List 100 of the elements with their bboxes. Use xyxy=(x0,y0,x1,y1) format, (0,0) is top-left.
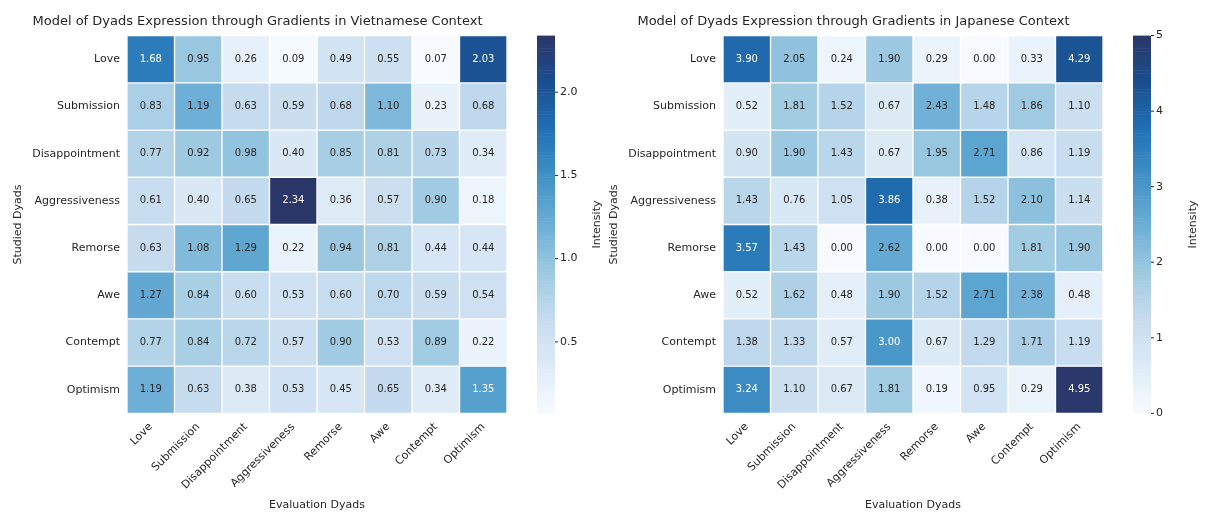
y-tick-label: Disappointment xyxy=(32,146,121,160)
data-label: 1.14 xyxy=(1068,194,1091,206)
data-label: 0.61 xyxy=(139,194,162,206)
data-label: 0.60 xyxy=(234,288,257,300)
data-label: 0.68 xyxy=(472,100,495,112)
data-label: 0.48 xyxy=(1068,288,1091,300)
data-label: 1.29 xyxy=(234,241,257,253)
data-label: 1.71 xyxy=(1020,336,1043,348)
data-label: 2.62 xyxy=(878,241,901,253)
data-label: 1.68 xyxy=(139,52,162,64)
data-label: 0.57 xyxy=(830,336,853,348)
data-label: 0.00 xyxy=(830,241,853,253)
data-label: 2.34 xyxy=(282,194,305,206)
data-label: 1.48 xyxy=(973,100,996,112)
color-bar-label: 2 xyxy=(1156,255,1163,269)
data-label: 3.86 xyxy=(878,194,901,206)
data-label: 0.57 xyxy=(282,336,305,348)
data-label: 1.90 xyxy=(878,288,901,300)
data-label: 0.34 xyxy=(472,147,495,159)
data-label: 1.10 xyxy=(1068,100,1091,112)
color-bar-label: 1.5 xyxy=(560,168,578,182)
data-label: 0.63 xyxy=(234,100,257,112)
data-label: 0.81 xyxy=(377,241,400,253)
data-label: 0.40 xyxy=(187,194,210,206)
data-label: 4.95 xyxy=(1068,383,1091,395)
data-label: 1.19 xyxy=(1068,336,1091,348)
data-label: 0.76 xyxy=(783,194,806,206)
data-label: 0.67 xyxy=(878,100,901,112)
data-label: 2.71 xyxy=(973,147,996,159)
data-label: 0.29 xyxy=(925,52,948,64)
data-label: 1.10 xyxy=(377,100,400,112)
data-label: 0.53 xyxy=(282,288,305,300)
color-bar-title: Intensity xyxy=(1185,200,1199,249)
y-tick-label: Optimism xyxy=(66,382,120,396)
data-label: 1.52 xyxy=(830,100,853,112)
data-label: 0.18 xyxy=(472,194,495,206)
color-bar-label: 4 xyxy=(1156,104,1163,118)
data-label: 2.71 xyxy=(973,288,996,300)
data-label: 0.65 xyxy=(377,383,400,395)
data-label: 0.22 xyxy=(282,241,305,253)
y-tick-label: Love xyxy=(94,52,121,66)
data-label: 1.81 xyxy=(878,383,901,395)
data-label: 0.60 xyxy=(329,288,352,300)
data-label: 0.53 xyxy=(282,383,305,395)
data-label: 0.57 xyxy=(377,194,400,206)
data-label: 0.52 xyxy=(735,100,758,112)
y-tick-label: Disappointment xyxy=(628,146,717,160)
data-label: 0.19 xyxy=(925,383,948,395)
y-axis-title: Studied Dyads xyxy=(607,184,621,265)
color-bar-label: 0.5 xyxy=(560,334,578,348)
data-label: 1.38 xyxy=(735,336,758,348)
data-label: 2.05 xyxy=(783,52,806,64)
data-label: 0.90 xyxy=(329,336,352,348)
x-axis-title: Evaluation Dyads xyxy=(269,498,366,512)
data-label: 0.40 xyxy=(282,147,305,159)
data-label: 1.35 xyxy=(472,383,495,395)
data-label: 0.77 xyxy=(139,147,162,159)
data-label: 0.00 xyxy=(973,241,996,253)
data-label: 1.43 xyxy=(783,241,806,253)
data-label: 2.03 xyxy=(472,52,495,64)
data-label: 1.43 xyxy=(830,147,853,159)
y-tick-label: Remorse xyxy=(71,240,121,254)
data-label: 0.52 xyxy=(735,288,758,300)
y-tick-label: Submission xyxy=(653,99,717,113)
data-label: 0.00 xyxy=(973,52,996,64)
data-label: 1.10 xyxy=(783,383,806,395)
data-label: 0.83 xyxy=(139,100,162,112)
data-label: 0.09 xyxy=(282,52,305,64)
data-label: 0.38 xyxy=(925,194,948,206)
color-bar-label: 1.0 xyxy=(560,251,578,265)
data-label: 0.45 xyxy=(329,383,352,395)
data-label: 1.95 xyxy=(925,147,948,159)
color-bar-label: 5 xyxy=(1156,28,1163,42)
y-tick-label: Contempt xyxy=(65,335,121,349)
data-label: 0.84 xyxy=(187,336,210,348)
data-label: 1.90 xyxy=(878,52,901,64)
data-label: 0.67 xyxy=(830,383,853,395)
data-label: 0.85 xyxy=(329,147,352,159)
data-label: 1.19 xyxy=(139,383,162,395)
data-label: 2.38 xyxy=(1020,288,1043,300)
data-label: 0.38 xyxy=(234,383,257,395)
data-label: 3.00 xyxy=(878,336,901,348)
data-label: 0.73 xyxy=(424,147,447,159)
data-label: 0.67 xyxy=(878,147,901,159)
data-label: 0.49 xyxy=(329,52,352,64)
data-label: 0.92 xyxy=(187,147,210,159)
data-label: 1.81 xyxy=(1020,241,1043,253)
data-label: 0.95 xyxy=(187,52,210,64)
data-label: 0.55 xyxy=(377,52,400,64)
data-label: 0.72 xyxy=(234,336,257,348)
y-tick-label: Remorse xyxy=(667,240,717,254)
data-label: 1.33 xyxy=(783,336,806,348)
data-label: 1.52 xyxy=(973,194,996,206)
data-label: 1.90 xyxy=(783,147,806,159)
data-label: 1.90 xyxy=(1068,241,1091,253)
x-axis-title: Evaluation Dyads xyxy=(865,498,962,512)
data-label: 0.90 xyxy=(735,147,758,159)
y-axis-title: Studied Dyads xyxy=(11,184,25,265)
data-label: 0.98 xyxy=(234,147,257,159)
data-label: 0.89 xyxy=(424,336,447,348)
